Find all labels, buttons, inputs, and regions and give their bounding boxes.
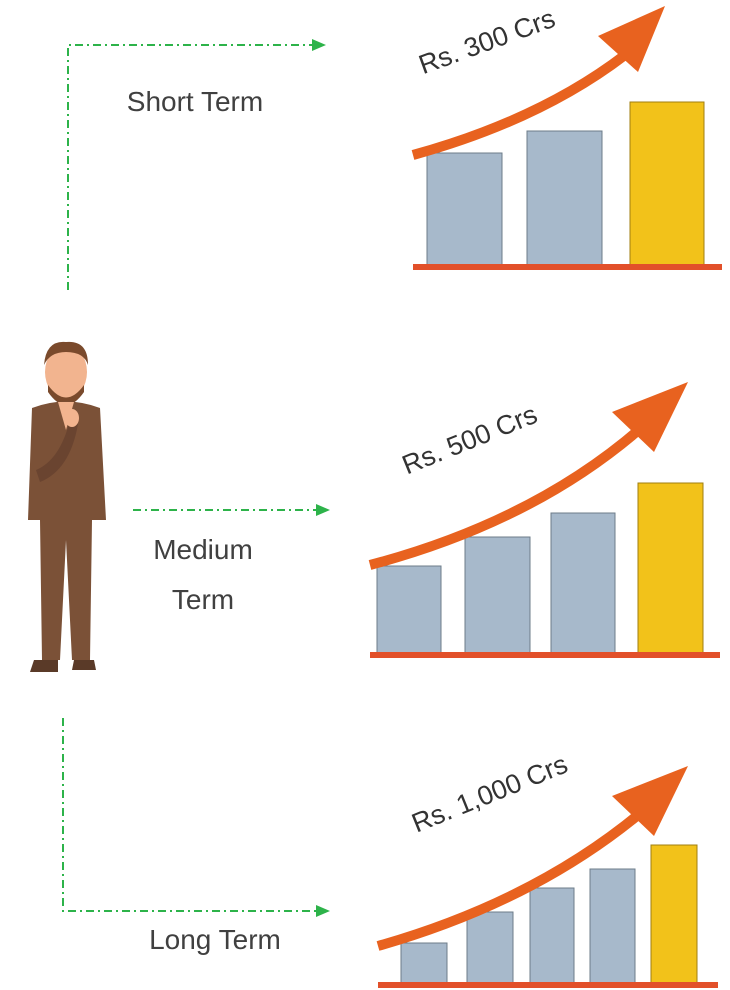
term-label: Short Term	[126, 86, 264, 117]
growth-chart	[368, 382, 720, 658]
amount-label: Rs. 500 Crs	[398, 399, 541, 480]
amount-label: Rs. 1,000 Crs	[407, 749, 571, 839]
connector-tip	[316, 905, 330, 917]
term-label: Medium Term	[153, 534, 253, 615]
connector-tip	[316, 504, 330, 516]
person-icon	[28, 341, 106, 672]
connector	[67, 44, 315, 290]
term-label: Long Term	[149, 924, 281, 955]
amount-label: Rs. 300 Crs	[415, 3, 559, 80]
connector-tip	[312, 39, 326, 51]
growth-chart	[376, 766, 718, 988]
connector	[62, 718, 318, 912]
growth-chart	[411, 6, 722, 270]
